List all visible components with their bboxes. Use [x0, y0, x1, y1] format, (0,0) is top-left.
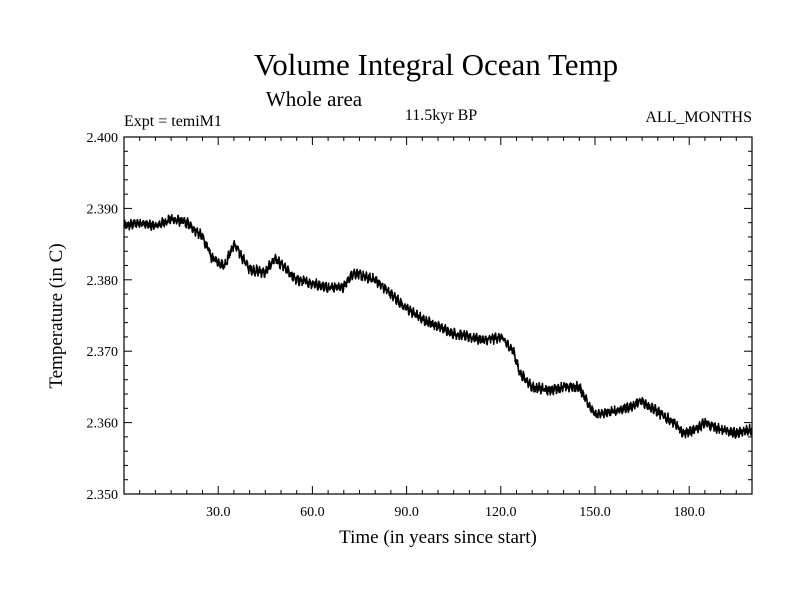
chart-subtitle: Whole area [266, 87, 363, 111]
series-layer [123, 213, 753, 439]
temperature-series-line [123, 213, 753, 439]
x-tick-label: 30.0 [206, 505, 231, 520]
y-tick-label: 2.360 [87, 417, 119, 432]
x-tick-label: 60.0 [300, 505, 325, 520]
months-label: ALL_MONTHS [645, 109, 752, 126]
y-tick-label: 2.390 [87, 202, 119, 217]
plot-frame [123, 136, 753, 495]
y-tick-label: 2.350 [87, 488, 119, 503]
x-tick-label: 90.0 [394, 505, 419, 520]
y-tick-label: 2.400 [87, 131, 119, 146]
chart-title: Volume Integral Ocean Temp [254, 47, 618, 82]
x-tick-label: 120.0 [485, 505, 517, 520]
tick-layer: 30.0 60.0 90.0 120.0 150.0 180.0 2.350 2.360 2.3… [87, 131, 752, 520]
x-tick-label: 150.0 [579, 505, 611, 520]
x-axis-label: Time (in years since start) [339, 527, 537, 548]
x-tick-label: 180.0 [673, 505, 705, 520]
y-tick-label: 2.380 [87, 274, 119, 289]
period-label: 11.5kyr BP [405, 107, 477, 124]
y-tick-label: 2.370 [87, 345, 119, 360]
experiment-label: Expt = temiM1 [124, 113, 222, 130]
y-axis-label: Temperature (in C) [46, 243, 67, 388]
